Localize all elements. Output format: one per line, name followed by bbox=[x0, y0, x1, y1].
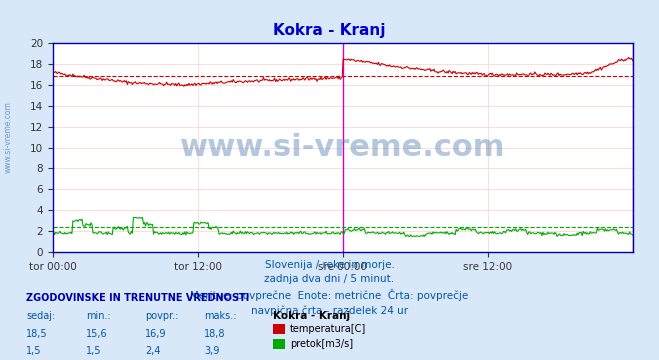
Text: Kokra - Kranj: Kokra - Kranj bbox=[273, 23, 386, 39]
Text: sedaj:: sedaj: bbox=[26, 311, 55, 321]
Text: maks.:: maks.: bbox=[204, 311, 237, 321]
Text: Slovenija / reke in morje.
zadnja dva dni / 5 minut.
Meritve: povprečne  Enote: : Slovenija / reke in morje. zadnja dva dn… bbox=[190, 260, 469, 316]
Text: 15,6: 15,6 bbox=[86, 329, 107, 339]
Text: min.:: min.: bbox=[86, 311, 111, 321]
Text: 1,5: 1,5 bbox=[86, 346, 101, 356]
Text: 3,9: 3,9 bbox=[204, 346, 219, 356]
Text: pretok[m3/s]: pretok[m3/s] bbox=[290, 339, 353, 349]
Text: 1,5: 1,5 bbox=[26, 346, 42, 356]
Text: www.si-vreme.com: www.si-vreme.com bbox=[3, 101, 13, 173]
Text: temperatura[C]: temperatura[C] bbox=[290, 324, 366, 334]
Text: povpr.:: povpr.: bbox=[145, 311, 179, 321]
Text: 18,8: 18,8 bbox=[204, 329, 226, 339]
Text: 16,9: 16,9 bbox=[145, 329, 167, 339]
Text: ZGODOVINSKE IN TRENUTNE VREDNOSTI: ZGODOVINSKE IN TRENUTNE VREDNOSTI bbox=[26, 293, 250, 303]
Text: 18,5: 18,5 bbox=[26, 329, 48, 339]
Text: Kokra - Kranj: Kokra - Kranj bbox=[273, 311, 351, 321]
Text: 2,4: 2,4 bbox=[145, 346, 161, 356]
Text: www.si-vreme.com: www.si-vreme.com bbox=[180, 133, 505, 162]
